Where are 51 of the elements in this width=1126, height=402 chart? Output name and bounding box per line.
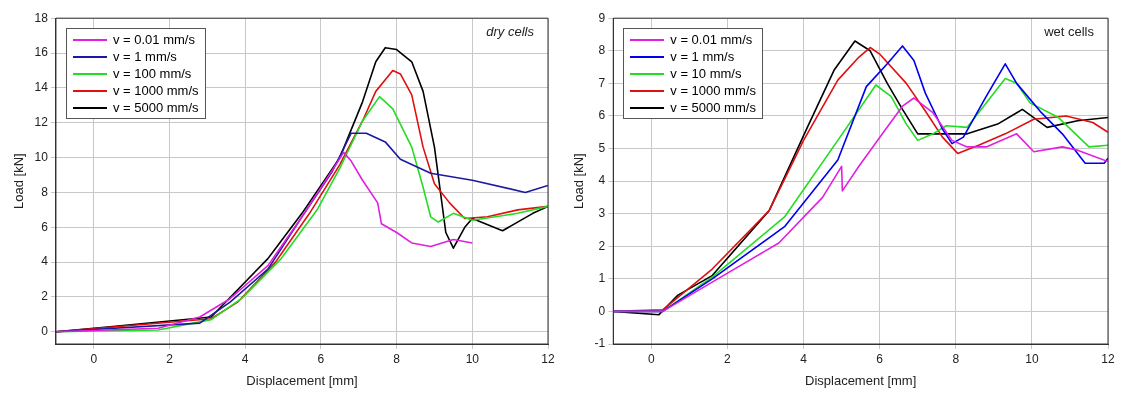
x-tick-label: 10 [465,351,480,366]
y-tick-label: 8 [598,43,606,58]
legend-label: v = 1000 mm/s [112,82,199,100]
y-tick-label: 3 [598,205,606,220]
x-tick-label: 0 [90,351,98,366]
annotation: wet cells [1044,24,1094,40]
legend-label: v = 5000 mm/s [112,99,199,117]
legend-label: v = 5000 mm/s [670,99,756,117]
x-tick-label: 2 [724,351,732,366]
y-tick-label: 2 [41,289,49,304]
y-axis-title: Load [kN] [571,153,587,209]
x-tick-label: 0 [647,351,655,366]
y-axis-title: Load [kN] [11,153,27,209]
legend-label: v = 1000 mm/s [670,82,756,100]
x-tick-label: 6 [317,351,325,366]
x-tick-label: 10 [1025,351,1039,366]
y-tick-label: 9 [598,10,606,25]
y-tick-label: 8 [41,184,49,199]
annotation: dry cells [486,24,534,40]
legend-label: v = 1 mm/s [670,48,735,66]
legend-label: v = 1 mm/s [112,48,177,66]
x-tick-label: 12 [541,351,555,366]
y-tick-label: 4 [598,173,606,188]
x-axis-title: Displacement [mm] [805,372,917,388]
y-tick-label: -1 [594,336,606,351]
y-tick-label: 14 [34,80,49,95]
y-tick-label: 7 [598,75,606,90]
y-tick-label: 12 [34,115,49,130]
legend-label: v = 0.01 mm/s [112,31,195,49]
legend-label: v = 0.01 mm/s [670,31,753,49]
y-tick-label: 10 [34,149,49,164]
x-tick-label: 6 [876,351,884,366]
y-tick-label: 6 [598,108,606,123]
y-tick-label: 16 [34,45,49,60]
x-tick-label: 8 [952,351,960,366]
y-tick-label: 0 [41,324,49,339]
y-tick-label: 4 [41,254,49,269]
y-tick-label: 18 [34,10,49,25]
legend-label: v = 100 mm/s [112,65,192,83]
y-tick-label: 1 [598,271,606,286]
y-tick-label: 2 [598,238,606,253]
y-tick-label: 0 [598,303,606,318]
x-tick-label: 4 [241,351,249,366]
x-axis-title: Displacement [mm] [246,372,358,388]
x-tick-label: 8 [393,351,401,366]
x-tick-label: 12 [1101,351,1115,366]
x-tick-label: 2 [166,351,174,366]
y-tick-label: 6 [41,219,49,234]
x-tick-label: 4 [800,351,808,366]
legend-label: v = 10 mm/s [670,65,742,83]
y-tick-label: 5 [598,140,606,155]
